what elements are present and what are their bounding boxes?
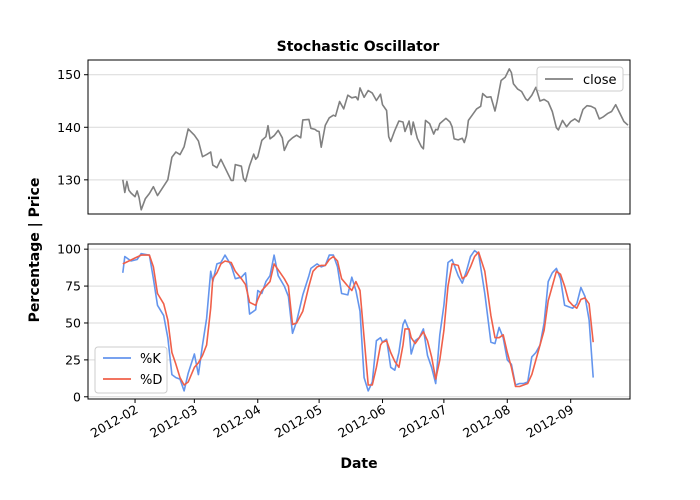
price-y-ticks: 130 140 150 bbox=[57, 67, 88, 187]
x-tick-label: 2012-09 bbox=[523, 402, 576, 441]
oscillator-series bbox=[122, 249, 594, 392]
price-series bbox=[122, 68, 629, 211]
price-y-tick-label: 150 bbox=[57, 67, 81, 82]
oscillator-y-tick-label: 50 bbox=[65, 315, 81, 330]
x-tick-label: 2012-06 bbox=[335, 402, 388, 441]
oscillator-series-line-pct-d bbox=[122, 251, 594, 388]
legend-k-label: %K bbox=[140, 352, 161, 367]
oscillator-y-tick-label: 0 bbox=[73, 389, 81, 404]
oscillator-y-tick-label: 100 bbox=[57, 242, 81, 257]
date-x-ticks: 2012-02 2012-03 2012-04 2012-05 2012-06 2012-… bbox=[88, 399, 576, 441]
x-tick-label: 2012-05 bbox=[272, 402, 325, 441]
oscillator-y-ticks: 0 25 50 75 100 bbox=[57, 242, 88, 404]
chart-title: Stochastic Oscillator bbox=[277, 39, 440, 55]
x-tick-label: 2012-07 bbox=[397, 402, 450, 441]
shared-y-axis-label: Percentage | Price bbox=[27, 178, 43, 323]
oscillator-grid bbox=[88, 248, 630, 398]
x-axis-label: Date bbox=[340, 456, 377, 472]
x-tick-label: 2012-03 bbox=[147, 402, 200, 441]
price-y-tick-label: 130 bbox=[57, 172, 81, 187]
price-panel: 130 140 150 close bbox=[57, 59, 631, 215]
legend-close-label: close bbox=[583, 73, 616, 88]
price-axes-frame bbox=[87, 59, 631, 215]
oscillator-y-tick-label: 75 bbox=[65, 279, 81, 294]
price-legend: close bbox=[536, 66, 624, 92]
oscillator-legend: %K %D bbox=[94, 346, 168, 394]
oscillator-axes-frame bbox=[87, 243, 631, 400]
oscillator-panel: 0 25 50 75 100 2012-02 2012-03 2012-04 2012-05 2… bbox=[57, 242, 631, 441]
price-legend-box bbox=[536, 66, 624, 92]
x-tick-label: 2012-08 bbox=[460, 402, 513, 441]
price-y-tick-label: 140 bbox=[57, 120, 81, 135]
oscillator-y-tick-label: 25 bbox=[65, 352, 81, 367]
price-series-line-close bbox=[122, 68, 629, 211]
x-tick-label: 2012-02 bbox=[88, 402, 141, 441]
oscillator-series-line-pct-k bbox=[122, 249, 594, 392]
legend-d-label: %D bbox=[140, 373, 162, 388]
x-tick-label: 2012-04 bbox=[211, 402, 264, 441]
